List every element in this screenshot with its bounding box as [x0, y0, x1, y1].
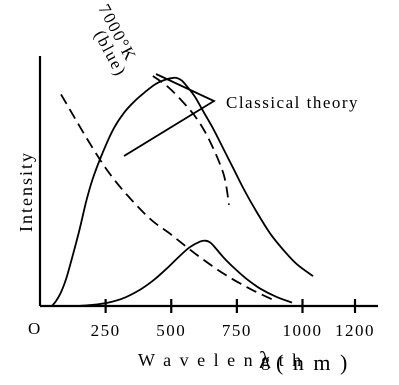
x-axis-symbol: λ	[259, 348, 273, 374]
classical-curve-4	[152, 75, 230, 205]
origin-label: O	[28, 319, 42, 338]
x-axis-unit: ( n m )	[276, 350, 349, 375]
x-tick-label-1000: 1000	[283, 321, 323, 340]
x-tick-labels: 250 500 750 1000 1200	[91, 321, 375, 340]
y-axis-title: Intensity	[16, 151, 36, 232]
x-tick-label-500: 500	[156, 321, 186, 340]
radiation-curve-2	[76, 239, 293, 307]
classical-curve-3	[60, 93, 277, 303]
classical-theory-annotation: Classical theory	[226, 93, 359, 112]
x-tick-marks	[104, 299, 357, 313]
x-axis-title: W a v e l e n g t h	[138, 350, 303, 370]
classical-theory-pointer	[123, 73, 216, 157]
x-tick-label-750: 750	[222, 321, 252, 340]
x-tick-label-250: 250	[91, 321, 121, 340]
radiation-curve-1	[51, 76, 314, 307]
x-tick-label-1200: 1200	[335, 321, 375, 340]
curves-layer	[51, 75, 314, 307]
